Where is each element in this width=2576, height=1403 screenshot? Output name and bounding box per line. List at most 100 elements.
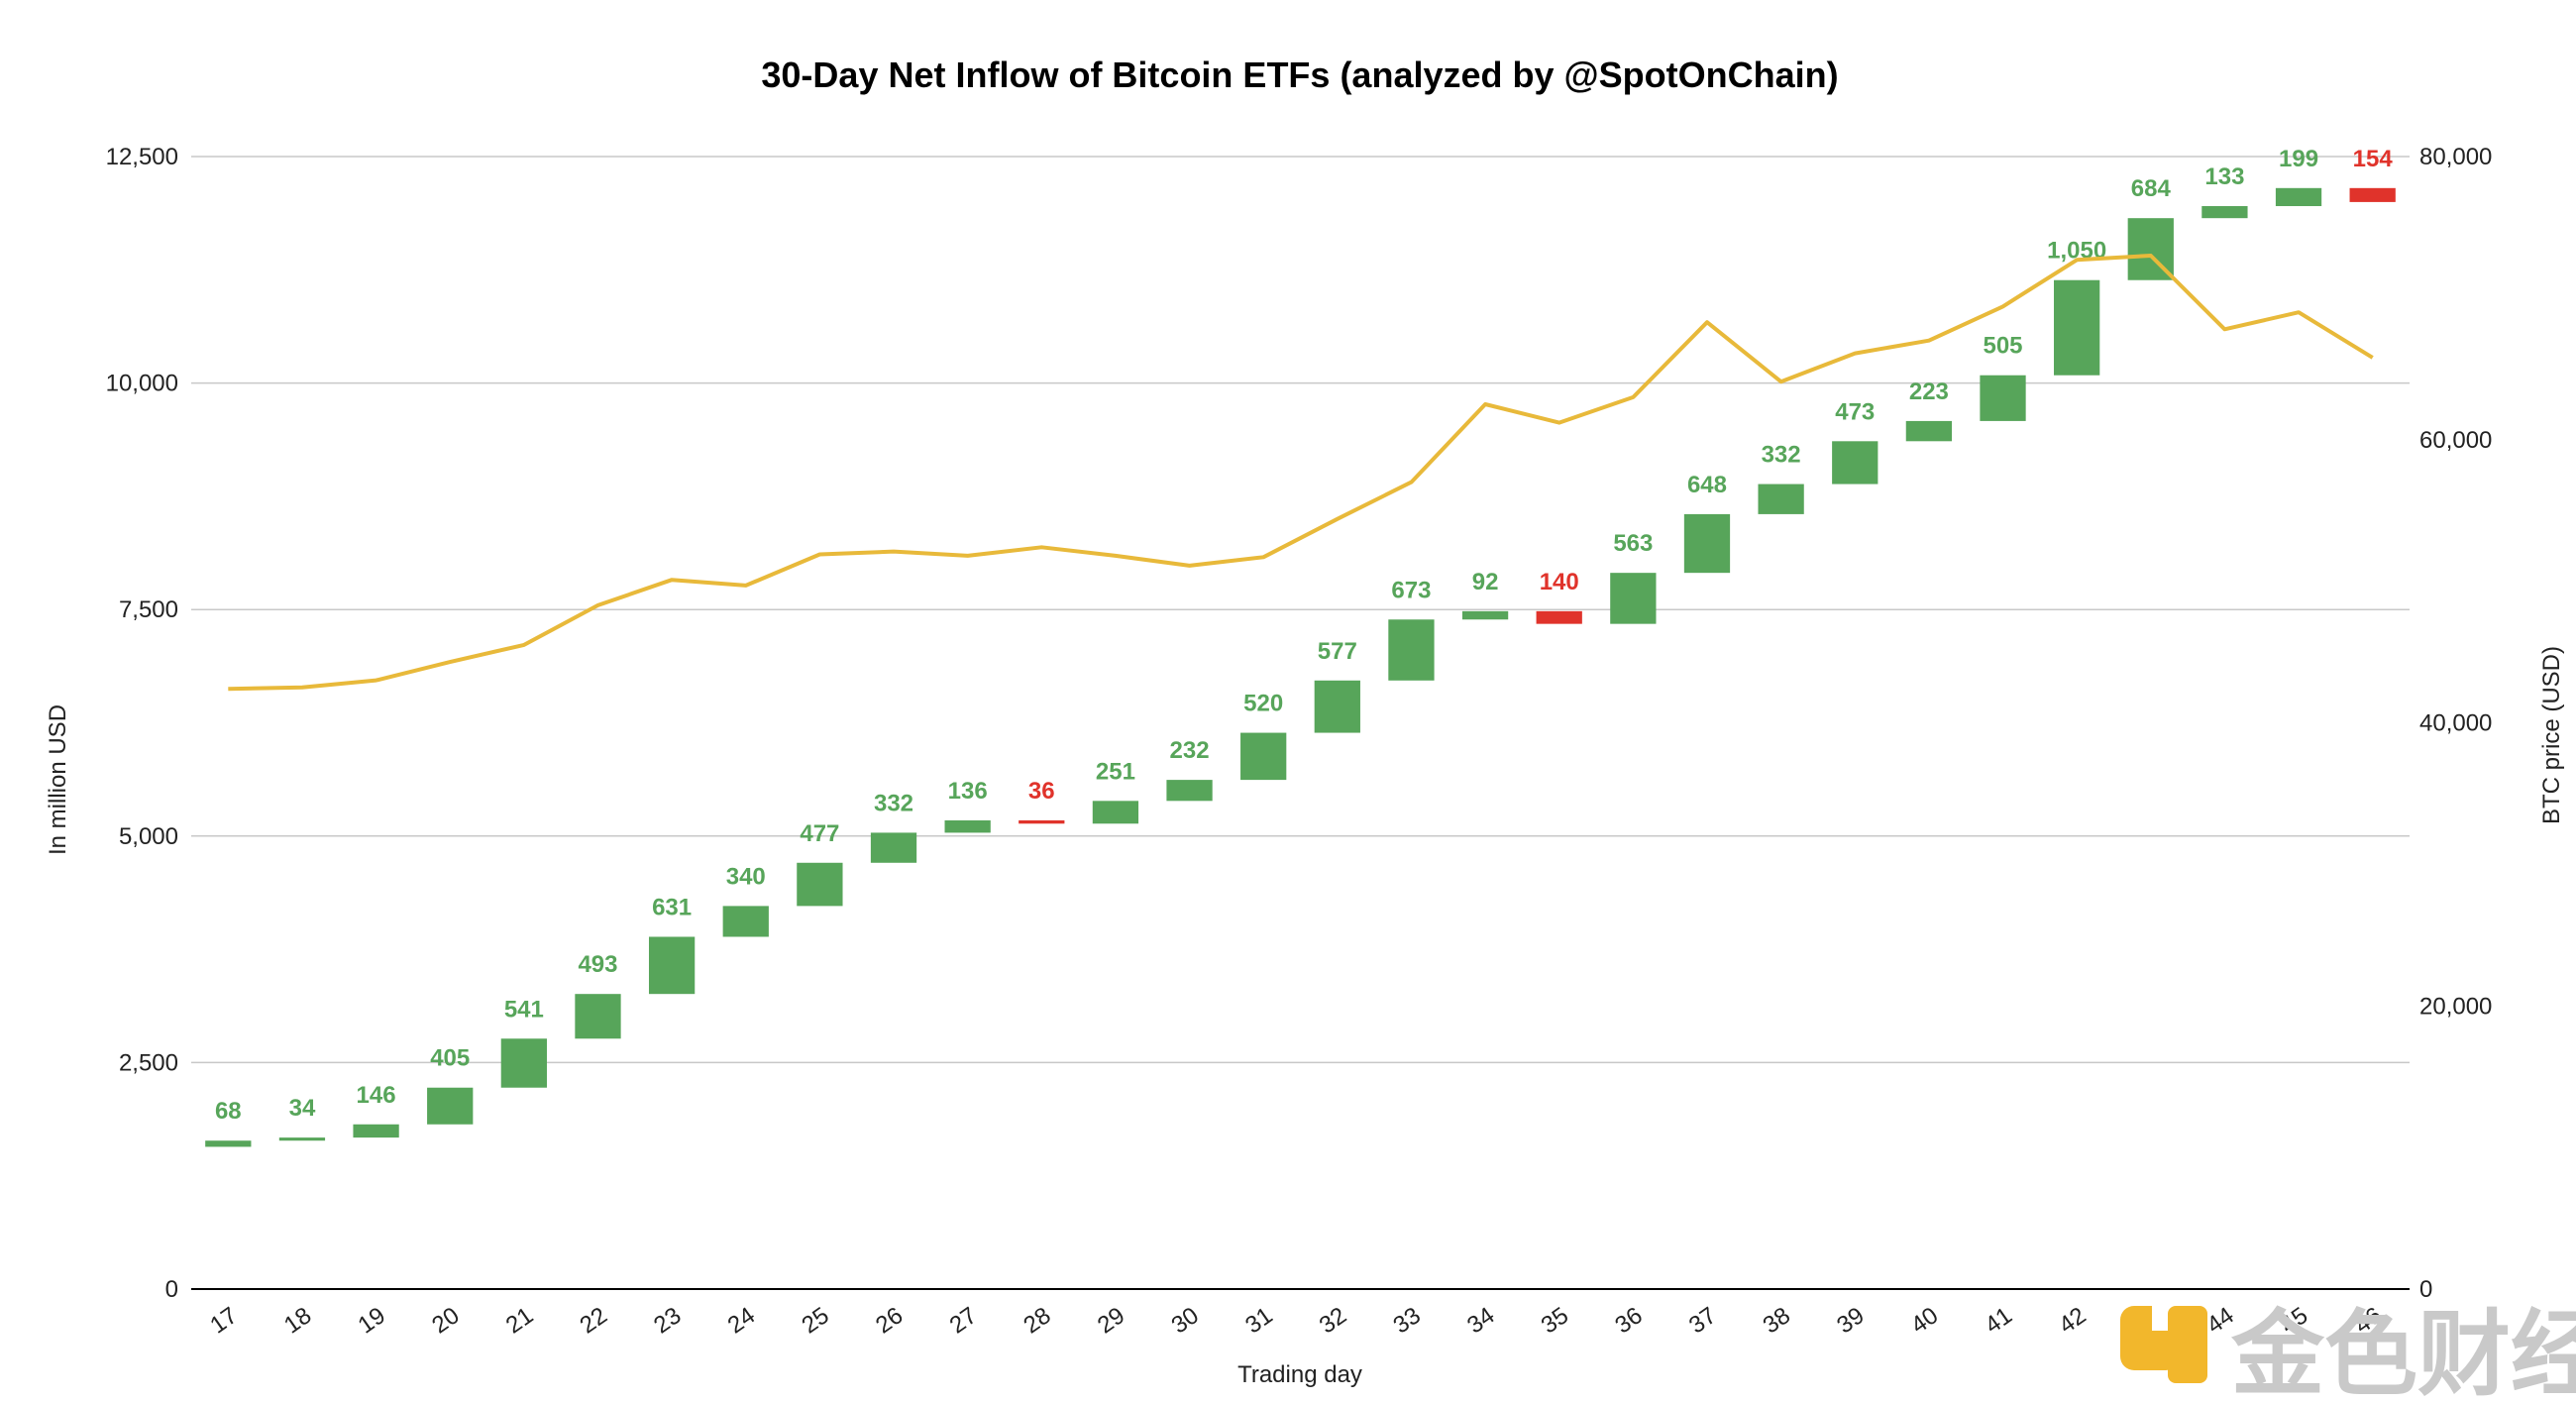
- y2-tick-label: 80,000: [2419, 144, 2492, 170]
- data-label: 332: [1762, 442, 1801, 469]
- bar: [944, 819, 991, 833]
- watermark-logo-icon: [2120, 1306, 2207, 1383]
- y-axis-right: 0 20,000 40,000 60,000 80,000: [2419, 144, 2492, 1303]
- bar: [575, 994, 621, 1039]
- x-tick-label: 25: [797, 1302, 833, 1339]
- data-label: 477: [800, 820, 839, 847]
- data-labels: 68 34 146 405 541 493 631 340 477 332 136 36 251 232 5…: [215, 146, 2393, 1125]
- data-label: 684: [2131, 175, 2172, 202]
- x-tick-label: 26: [871, 1302, 908, 1339]
- bar: [1536, 610, 1582, 624]
- data-label: 223: [1909, 378, 1949, 405]
- data-label: 541: [504, 996, 544, 1023]
- y-tick-label: 7,500: [119, 596, 178, 623]
- x-axis-label: Trading day: [1237, 1361, 1362, 1388]
- bar: [1240, 732, 1287, 781]
- data-label: 673: [1391, 577, 1431, 603]
- data-label: 232: [1170, 737, 1210, 764]
- x-tick-label: 17: [205, 1302, 242, 1339]
- data-label: 68: [215, 1098, 242, 1125]
- x-tick-label: 20: [427, 1302, 464, 1339]
- bar: [1832, 441, 1878, 485]
- y-tick-label: 2,500: [119, 1049, 178, 1076]
- y2-tick-label: 0: [2419, 1276, 2432, 1303]
- y2-tick-label: 20,000: [2419, 993, 2492, 1020]
- x-tick-label: 18: [279, 1302, 316, 1339]
- bar: [278, 1137, 326, 1141]
- data-label: 520: [1243, 691, 1283, 717]
- data-label: 140: [1540, 569, 1579, 595]
- data-label: 146: [357, 1082, 396, 1109]
- x-tick-label: 37: [1684, 1302, 1721, 1339]
- x-tick-label: 41: [1981, 1302, 2017, 1339]
- watermark-text: 金色财经: [2230, 1301, 2576, 1403]
- x-tick-label: 35: [1537, 1302, 1573, 1339]
- y2-tick-label: 40,000: [2419, 710, 2492, 737]
- x-tick-label: 38: [1759, 1302, 1795, 1339]
- bar: [870, 832, 917, 863]
- btc-price-series: [228, 254, 2374, 692]
- data-label: 563: [1613, 530, 1653, 557]
- bar: [2201, 206, 2248, 219]
- data-label: 473: [1835, 398, 1875, 425]
- bar: [1758, 484, 1804, 514]
- x-tick-label: 21: [501, 1302, 538, 1339]
- y-tick-label: 0: [165, 1276, 178, 1303]
- y2-axis-label: BTC price (USD): [2538, 646, 2565, 824]
- bar: [2349, 187, 2396, 202]
- x-tick-label: 31: [1240, 1302, 1277, 1339]
- x-tick-label: 22: [576, 1302, 612, 1339]
- y2-tick-label: 60,000: [2419, 427, 2492, 454]
- x-tick-label: 30: [1167, 1302, 1204, 1339]
- data-label: 332: [874, 790, 913, 816]
- x-tick-label: 39: [1832, 1302, 1869, 1339]
- data-label: 631: [652, 894, 692, 920]
- data-label: 133: [2204, 163, 2244, 190]
- data-label: 36: [1028, 778, 1055, 805]
- x-tick-label: 40: [1906, 1302, 1943, 1339]
- x-tick-label: 27: [945, 1302, 982, 1339]
- data-label: 154: [2353, 146, 2394, 172]
- gridlines: [191, 156, 2410, 1290]
- x-tick-label: 34: [1462, 1302, 1499, 1339]
- bar: [1905, 420, 1953, 442]
- bar: [1092, 801, 1139, 824]
- y-tick-label: 5,000: [119, 823, 178, 850]
- data-label: 505: [1983, 333, 2022, 360]
- chart-title: 30-Day Net Inflow of Bitcoin ETFs (analy…: [761, 54, 1838, 95]
- bar: [2054, 279, 2100, 376]
- y-axis-label: In million USD: [45, 704, 71, 855]
- data-label: 34: [289, 1095, 316, 1122]
- bar: [1610, 573, 1657, 624]
- x-tick-label: 23: [649, 1302, 686, 1339]
- data-label: 577: [1318, 638, 1357, 665]
- x-tick-label: 24: [723, 1302, 760, 1339]
- bar: [427, 1087, 474, 1125]
- data-label: 648: [1687, 472, 1727, 498]
- y-tick-label: 10,000: [106, 371, 178, 397]
- bar: [1388, 619, 1435, 681]
- x-tick-label: 42: [2054, 1302, 2091, 1339]
- bar: [500, 1038, 547, 1088]
- bar: [1019, 819, 1065, 824]
- btc-price-line: [228, 254, 2374, 692]
- data-label: 340: [726, 863, 766, 890]
- x-tick-label: 36: [1610, 1302, 1647, 1339]
- bar: [1980, 375, 2026, 421]
- x-tick-label: 33: [1388, 1302, 1425, 1339]
- bar: [648, 936, 696, 995]
- bar: [205, 1140, 252, 1147]
- bar: [2275, 187, 2322, 207]
- x-tick-label: 19: [354, 1302, 390, 1339]
- data-label: 405: [430, 1045, 470, 1072]
- bar: [1166, 780, 1213, 802]
- bar: [797, 862, 843, 907]
- bar: [1314, 680, 1360, 733]
- y-axis-left: 0 2,500 5,000 7,500 10,000 12,500: [106, 144, 178, 1303]
- data-label: 251: [1096, 758, 1135, 785]
- x-tick-label: 32: [1315, 1302, 1351, 1339]
- data-label: 136: [948, 778, 988, 805]
- x-axis: 17 18 19 20 21 22 23 24 25 26 27 28 29 30 31 32 33 34 35 36…: [205, 1302, 2387, 1339]
- bar: [353, 1124, 399, 1138]
